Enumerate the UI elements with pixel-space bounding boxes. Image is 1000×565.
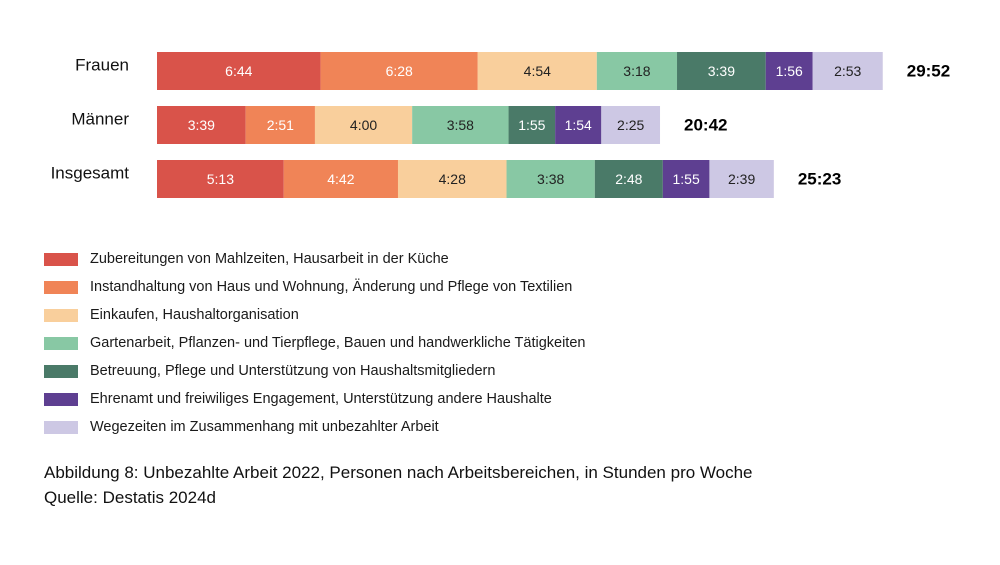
legend-swatch [44,308,78,322]
bar-segment [596,52,678,90]
segment-value-label: 6:44 [225,63,252,79]
legend-item: Ehrenamt und freiwiliges Engagement, Unt… [44,385,585,413]
segment-value-label: 3:18 [623,63,650,79]
segment-value-label: 4:28 [439,171,466,187]
stacked-bar-chart: Frauen 6:44 6:28 4:54 3:18 3:39 1:56 2:53 29:52 M… [51,52,950,198]
legend-swatch [44,252,78,266]
legend-item: Gartenarbeit, Pflanzen- und Tierpflege, … [44,329,585,357]
legend-item: Wegezeiten im Zusammenhang mit unbezahlt… [44,413,585,441]
bar-segment [320,52,478,90]
bar-segment [601,106,661,144]
total-label: 29:52 [907,62,950,81]
legend-label: Einkaufen, Haushaltorganisation [90,307,299,323]
bar-segment [157,160,284,198]
category-label: Insgesamt [51,164,130,183]
bar-segment [662,160,710,198]
bar-segment [765,52,813,90]
bar-segment [245,106,315,144]
segment-value-label: 2:25 [617,117,644,133]
segment-value-label: 4:42 [327,171,354,187]
bar-segment [555,106,602,144]
legend-label: Betreuung, Pflege und Unterstützung von … [90,363,496,379]
segment-value-label: 2:53 [834,63,861,79]
bar-segment [594,160,663,198]
caption-title: Abbildung 8: Unbezahlte Arbeit 2022, Per… [44,463,753,482]
segment-value-label: 1:54 [565,117,592,133]
bar-segment [412,106,509,144]
segment-value-label: 3:58 [447,117,474,133]
legend-label: Zubereitungen von Mahlzeiten, Hausarbeit… [90,251,449,267]
segment-value-label: 2:39 [728,171,755,187]
segment-value-label: 3:39 [188,117,215,133]
legend-swatch [44,336,78,350]
segment-value-label: 2:51 [267,117,294,133]
legend-swatch [44,392,78,406]
legend-swatch [44,364,78,378]
bar-segment [506,160,595,198]
segment-value-label: 1:55 [673,171,700,187]
legend-label: Wegezeiten im Zusammenhang mit unbezahlt… [90,419,439,435]
bar-segment [677,52,766,90]
segment-value-label: 3:38 [537,171,564,187]
segment-value-label: 4:54 [524,63,551,79]
category-label: Frauen [75,56,129,75]
legend-item: Betreuung, Pflege und Unterstützung von … [44,357,585,385]
segment-value-label: 1:56 [776,63,803,79]
total-label: 25:23 [798,170,841,189]
bar-segment [157,52,321,90]
legend-label: Gartenarbeit, Pflanzen- und Tierpflege, … [90,335,586,351]
category-label: Männer [71,110,129,129]
legend-item: Instandhaltung von Haus und Wohnung, Änd… [44,273,585,301]
bar-segment [397,160,507,198]
legend-label: Instandhaltung von Haus und Wohnung, Änd… [90,279,573,295]
bar-segment [314,106,413,144]
legend-swatch [44,280,78,294]
legend-item: Zubereitungen von Mahlzeiten, Hausarbeit… [44,245,585,273]
legend-label: Ehrenamt und freiwiliges Engagement, Unt… [90,391,552,407]
segment-value-label: 6:28 [386,63,413,79]
figure-caption: Abbildung 8: Unbezahlte Arbeit 2022, Per… [44,460,753,510]
segment-value-label: 5:13 [207,171,234,187]
segment-value-label: 3:39 [708,63,735,79]
bar-segment [709,160,774,198]
legend-item: Einkaufen, Haushaltorganisation [44,301,585,329]
bar-segment [283,160,398,198]
total-label: 20:42 [684,116,727,135]
bar-segment [157,106,246,144]
segment-value-label: 4:00 [350,117,377,133]
segment-value-label: 2:48 [615,171,642,187]
bar-segment [812,52,883,90]
chart-legend: Zubereitungen von Mahlzeiten, Hausarbeit… [44,245,585,441]
caption-source: Quelle: Destatis 2024d [44,488,216,507]
bar-segment [477,52,597,90]
segment-value-label: 1:55 [518,117,545,133]
bar-segment [508,106,556,144]
legend-swatch [44,420,78,434]
